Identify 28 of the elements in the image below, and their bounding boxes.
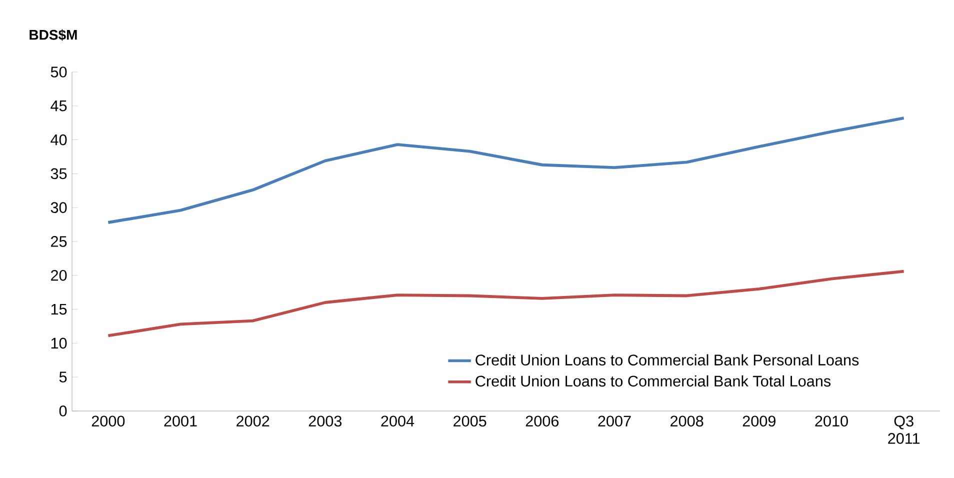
- x-tick-label: Q3 2011: [888, 416, 920, 444]
- line-series: [106, 270, 906, 338]
- x-tick-label: 2008: [670, 416, 704, 427]
- y-tick-label: 20: [51, 270, 67, 281]
- x-tick-label: 2002: [236, 416, 270, 427]
- x-tick-label: 2004: [381, 416, 414, 427]
- y-tick-label: 40: [50, 134, 67, 146]
- y-tick-label: 35: [50, 168, 67, 180]
- y-tick-label: 45: [50, 100, 67, 112]
- y-tick-label: 15: [51, 304, 67, 315]
- y-tick-label: 5: [59, 372, 67, 382]
- x-tick-label: 2000: [92, 416, 125, 427]
- legend-label: Credit Union Loans to Commercial Bank Personal Loans: [476, 354, 859, 366]
- x-tick-label: 2001: [164, 416, 197, 427]
- x-tick-label: 2006: [526, 416, 559, 427]
- x-tick-label: 2009: [742, 416, 776, 427]
- y-tick-label: 0: [59, 406, 67, 416]
- legend-label: Credit Union Loans to Commercial Bank Total Loans: [476, 375, 831, 387]
- x-tick-label: 2010: [815, 416, 848, 427]
- line-series: [106, 116, 906, 224]
- x-tick-label: 2003: [308, 416, 342, 427]
- y-tick-label: 50: [50, 66, 67, 78]
- x-tick-label: 2005: [454, 416, 486, 427]
- y-tick-label: 10: [51, 338, 67, 349]
- y-tick-label: 30: [50, 202, 67, 214]
- y-tick-label: 25: [51, 236, 67, 247]
- y-axis-title: BDS$M: [30, 29, 77, 41]
- x-tick-label: 2007: [598, 416, 631, 427]
